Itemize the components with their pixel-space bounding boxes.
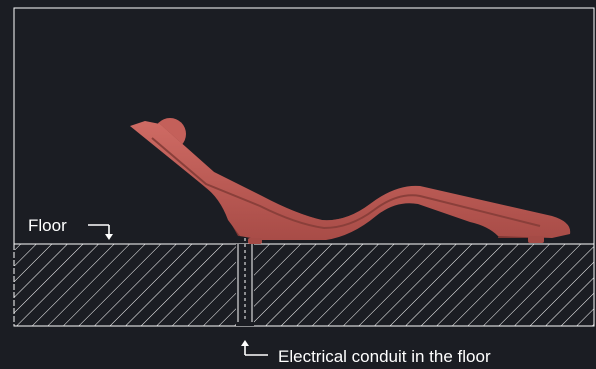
bent-arrow-up-icon — [241, 340, 268, 356]
conduit-channel — [236, 244, 254, 326]
floor-label: Floor — [28, 216, 67, 235]
floor-slab-hatch — [14, 244, 594, 326]
bent-arrow-down-icon — [88, 224, 113, 240]
lounger — [130, 118, 571, 244]
lounger-surface — [130, 121, 571, 240]
lounger-edge-line — [151, 137, 541, 230]
lounger-foot-right — [528, 236, 544, 243]
conduit-label: Electrical conduit in the floor — [278, 347, 491, 366]
lounger-foot-left — [248, 238, 262, 244]
